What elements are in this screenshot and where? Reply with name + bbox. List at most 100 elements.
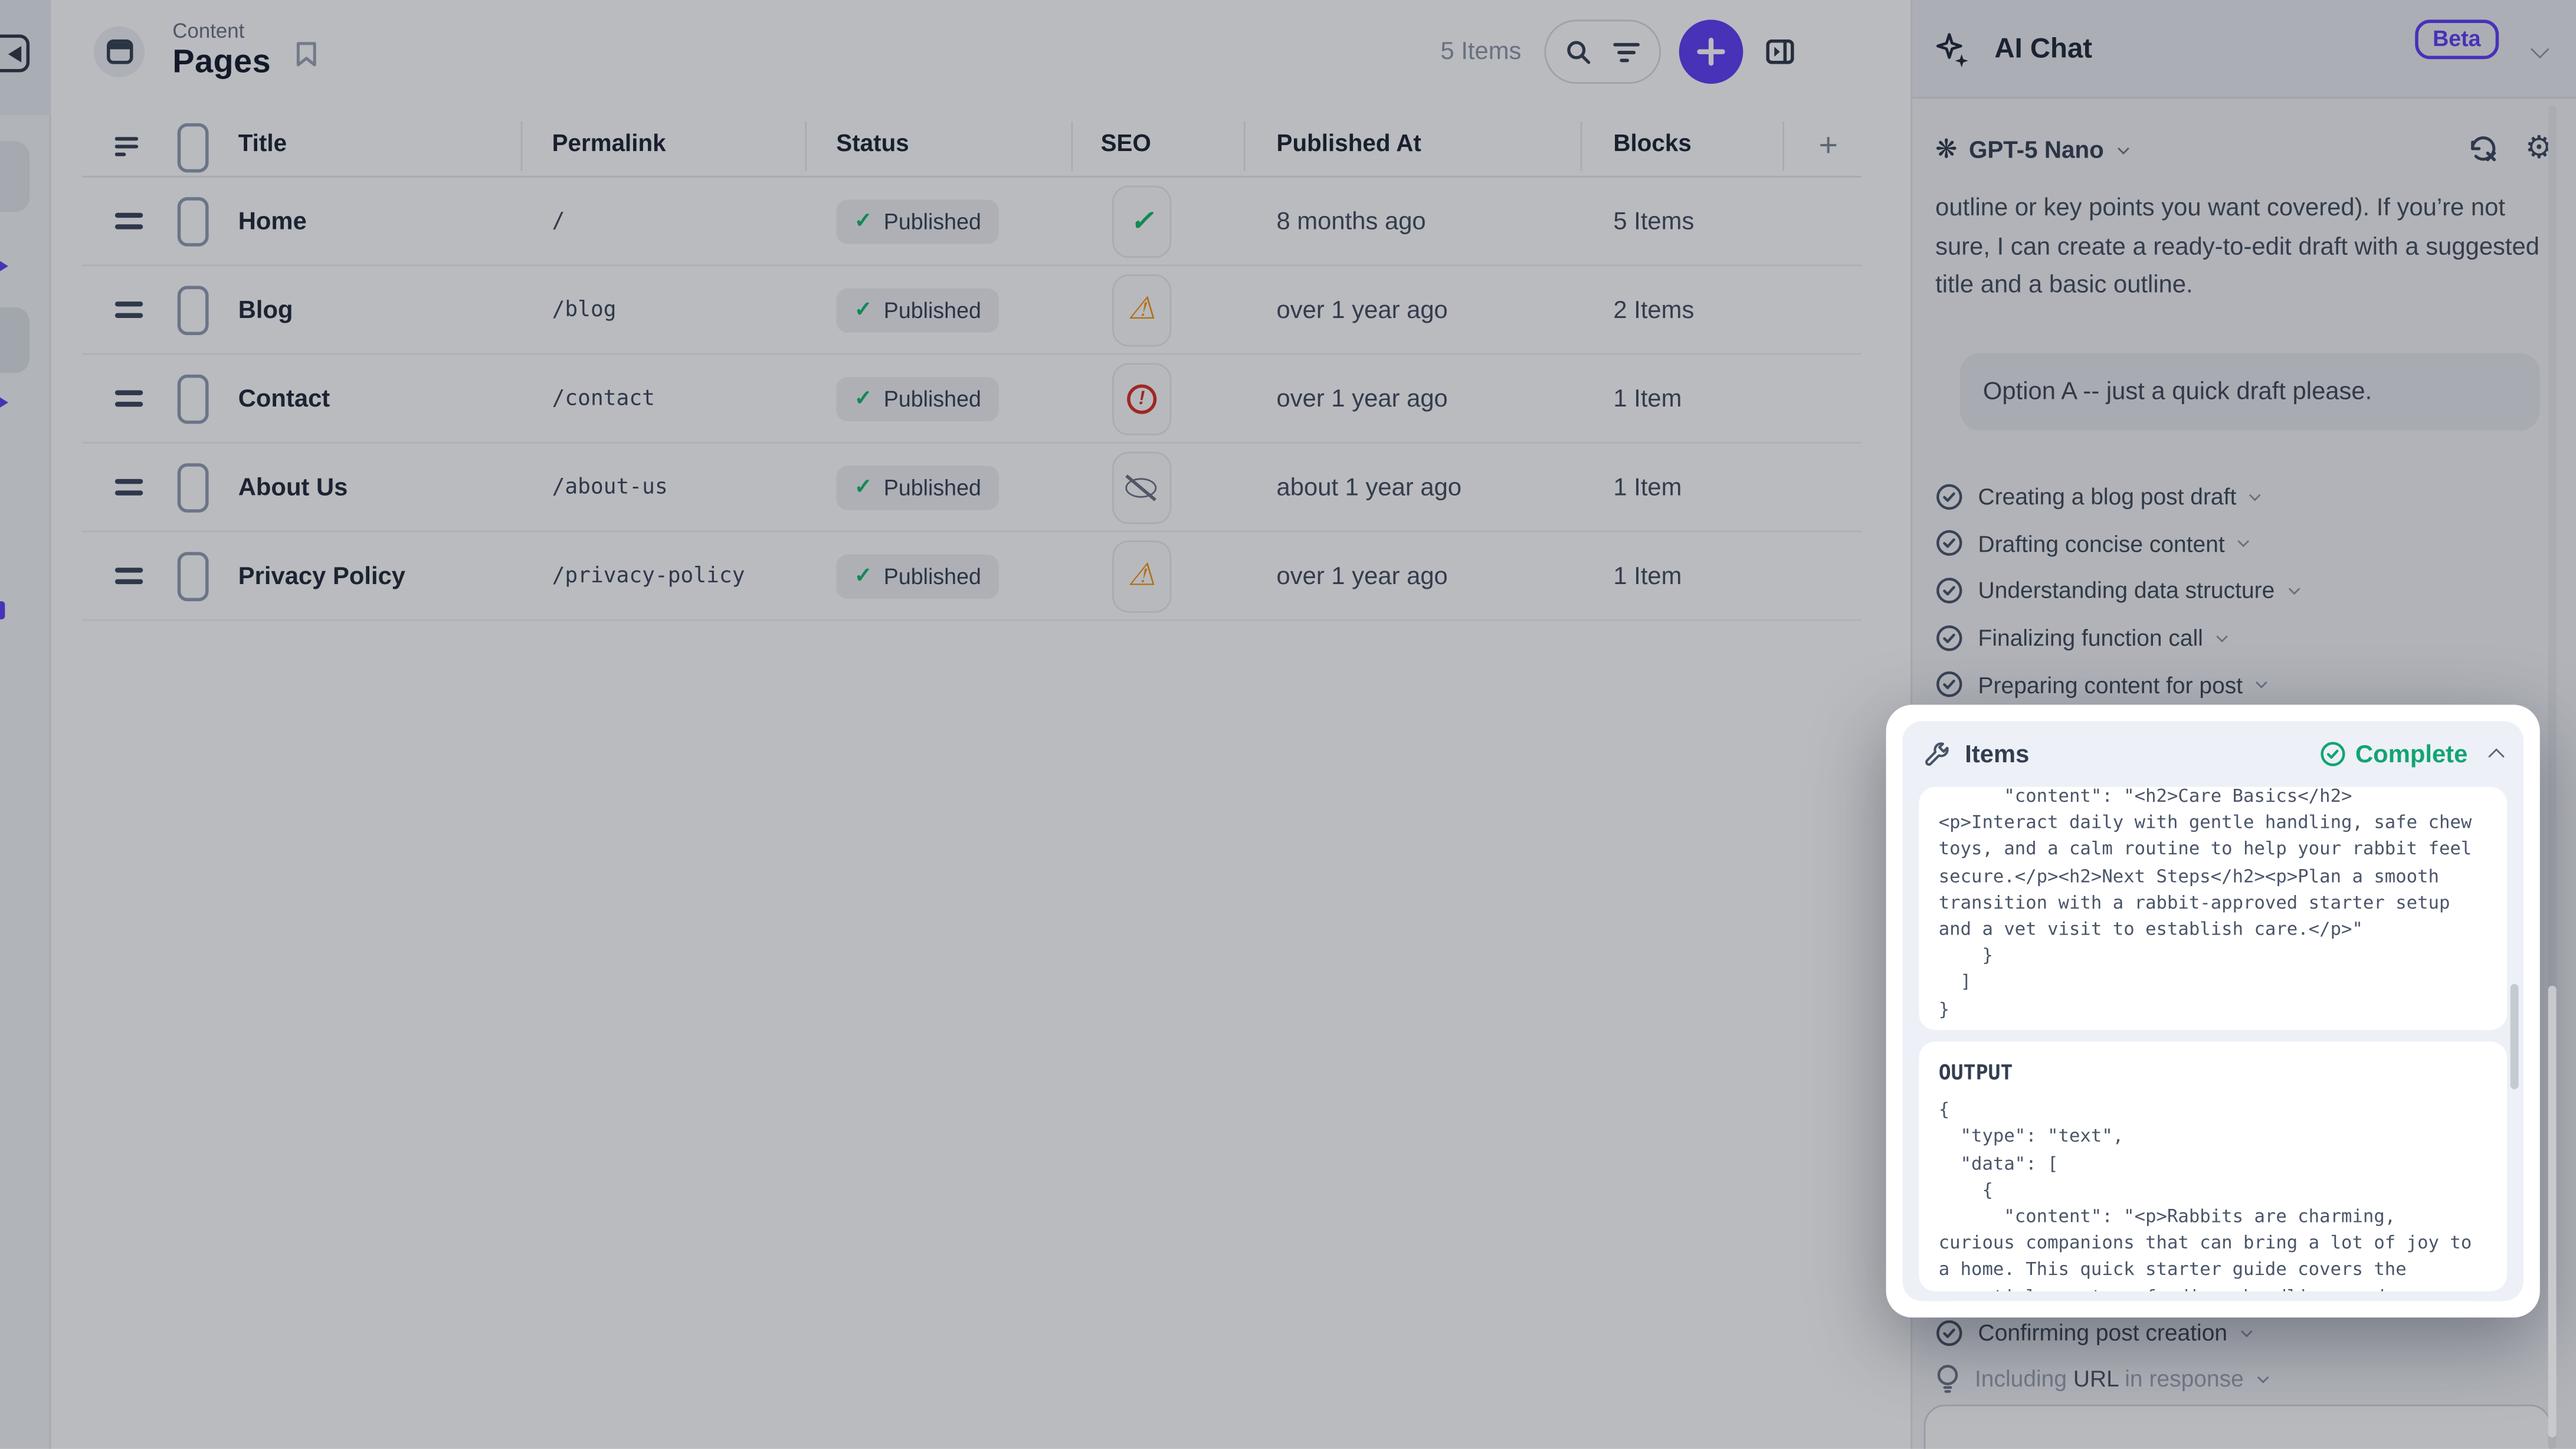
check-circle-icon (1936, 578, 1962, 604)
drag-handle-icon[interactable] (114, 212, 143, 230)
drag-handle-icon[interactable] (114, 300, 143, 319)
sidebar-item-fragment[interactable] (0, 307, 30, 373)
seo-indicator-button[interactable] (1112, 185, 1172, 257)
user-message-text: Option A -- just a quick draft please. (1982, 378, 2372, 406)
page-title-cell[interactable]: Blog (238, 296, 293, 324)
seo-indicator-button[interactable] (1112, 273, 1172, 346)
drag-handle-icon[interactable] (114, 478, 143, 496)
user-message-bubble: Option A -- just a quick draft please. (1959, 353, 2540, 431)
chat-message-input[interactable] (1923, 1404, 2552, 1449)
check-circle-icon (1936, 671, 1962, 697)
row-checkbox[interactable] (177, 285, 209, 335)
model-name[interactable]: GPT-5 Nano (1968, 137, 2104, 165)
table-row[interactable]: Contact /contact ✓Published over 1 year … (82, 355, 1861, 444)
output-label: OUTPUT (1938, 1060, 2013, 1084)
tool-call-status: Complete (2319, 740, 2467, 768)
check-circle-icon (1936, 624, 1962, 651)
step-item[interactable]: Drafting concise content (1935, 520, 2559, 568)
status-check-icon: ✓ (854, 385, 873, 410)
table-row[interactable]: Privacy Policy /privacy-policy ✓ Publishe… (82, 532, 1861, 621)
ai-sparkles-icon (1935, 33, 1971, 69)
status-badge: ✓ Published (836, 198, 999, 244)
step-item-streaming[interactable]: Including URL in response (1935, 1355, 2559, 1401)
items-count: 5 Items (1440, 38, 1522, 66)
published-at-cell: over 1 year ago (1276, 384, 1448, 412)
tool-input-code: "content": "<h2>Care Basics</h2> <p>Inte… (1919, 786, 2508, 1030)
column-header-seo[interactable]: SEO (1100, 131, 1151, 158)
blocks-cell: 5 Items (1613, 206, 1695, 235)
collapse-chevron-icon[interactable] (2488, 748, 2505, 765)
code-scrollbar-thumb[interactable] (2510, 984, 2519, 1090)
step-item[interactable]: Creating a blog post draft (1935, 473, 2559, 520)
tool-call-title: Items (1965, 740, 2030, 768)
table-row[interactable]: Blog /blog ✓Published over 1 year ago 2 … (82, 266, 1861, 355)
row-checkbox[interactable] (177, 551, 209, 601)
page-title-cell[interactable]: Home (238, 206, 307, 235)
row-checkbox[interactable] (177, 373, 209, 424)
drag-handle-icon[interactable] (114, 389, 143, 408)
column-header-permalink[interactable]: Permalink (552, 131, 666, 158)
sidebar-chevron-icon (0, 394, 8, 411)
left-sidebar-rail (0, 0, 51, 1449)
column-header-published-at[interactable]: Published At (1276, 131, 1421, 158)
filter-icon[interactable] (1613, 40, 1640, 63)
sidebar-chevron-icon (0, 258, 8, 275)
reasoning-steps: Creating a blog post draft Drafting conc… (1935, 473, 2559, 708)
step-item[interactable]: Finalizing function call (1935, 614, 2559, 661)
lightbulb-icon (1937, 1365, 1958, 1393)
status-check-icon: ✓ (854, 562, 873, 588)
seo-indicator-button[interactable] (1112, 451, 1172, 523)
beta-badge: Beta (2414, 19, 2499, 60)
seo-indicator-button[interactable] (1112, 362, 1172, 435)
row-checkbox[interactable] (177, 196, 209, 246)
panel-toggle-icon[interactable] (1766, 39, 1794, 64)
step-item[interactable]: Understanding data structure (1935, 567, 2559, 614)
page-title-cell[interactable]: Contact (238, 384, 330, 412)
chat-scrollbar-thumb[interactable] (2547, 985, 2556, 1438)
status-check-icon: ✓ (854, 296, 873, 322)
post-steps: Confirming post creation Including URL i… (1935, 1309, 2559, 1401)
wrench-icon (1925, 742, 1949, 766)
drag-handle-icon[interactable] (114, 566, 143, 585)
permalink-cell: /privacy-policy (552, 563, 745, 588)
table-row[interactable]: Home / ✓Published 8 months ago 5 Items (82, 178, 1861, 267)
check-circle-icon (1936, 1319, 1962, 1345)
seo-indicator-button[interactable] (1112, 539, 1172, 612)
row-checkbox[interactable] (177, 462, 209, 512)
tool-call-spotlight-card: Items Complete "content": "<h2>Care Basi… (1886, 704, 2540, 1318)
status-badge: ✓ Published (836, 553, 999, 598)
page-window-icon (106, 39, 133, 64)
bookmark-icon[interactable] (296, 41, 317, 68)
blocks-cell: 1 Item (1613, 562, 1682, 590)
status-badge: ✓ Published (836, 465, 999, 510)
complete-check-icon (2320, 742, 2345, 766)
add-page-button[interactable] (1679, 19, 1743, 84)
add-column-button[interactable]: + (1818, 128, 1838, 165)
published-at-cell: over 1 year ago (1276, 562, 1448, 590)
page-title-cell[interactable]: About Us (238, 473, 348, 501)
page-header: Content Pages 5 Items (51, 0, 1910, 105)
column-header-blocks[interactable]: Blocks (1613, 131, 1692, 158)
column-header-title[interactable]: Title (238, 131, 287, 158)
pages-table: Title Permalink Status SEO Published At … (82, 118, 1861, 621)
sidebar-collapse-button[interactable] (0, 34, 30, 73)
sort-icon[interactable] (114, 136, 142, 158)
column-header-status[interactable]: Status (836, 131, 909, 158)
permalink-cell: /contact (552, 386, 655, 411)
page-title: Pages (172, 44, 271, 81)
clear-history-icon[interactable] (2467, 133, 2499, 165)
blocks-cell: 2 Items (1613, 296, 1695, 324)
openai-logo-icon: ❋ (1935, 136, 1958, 165)
step-item[interactable]: Preparing content for post (1935, 661, 2559, 708)
table-row[interactable]: About Us /about-us ✓ Published about 1 ye… (82, 444, 1861, 533)
published-at-cell: about 1 year ago (1276, 473, 1462, 501)
sidebar-item-fragment[interactable] (0, 141, 30, 212)
search-icon[interactable] (1566, 38, 1592, 65)
status-check-icon: ✓ (854, 474, 873, 499)
check-circle-icon (1936, 484, 1962, 510)
select-all-checkbox[interactable] (177, 123, 209, 173)
tool-output-code: OUTPUT { "type": "text", "data": [ { "co… (1919, 1041, 2508, 1291)
step-item[interactable]: Confirming post creation (1935, 1309, 2559, 1355)
page-title-cell[interactable]: Privacy Policy (238, 562, 406, 590)
